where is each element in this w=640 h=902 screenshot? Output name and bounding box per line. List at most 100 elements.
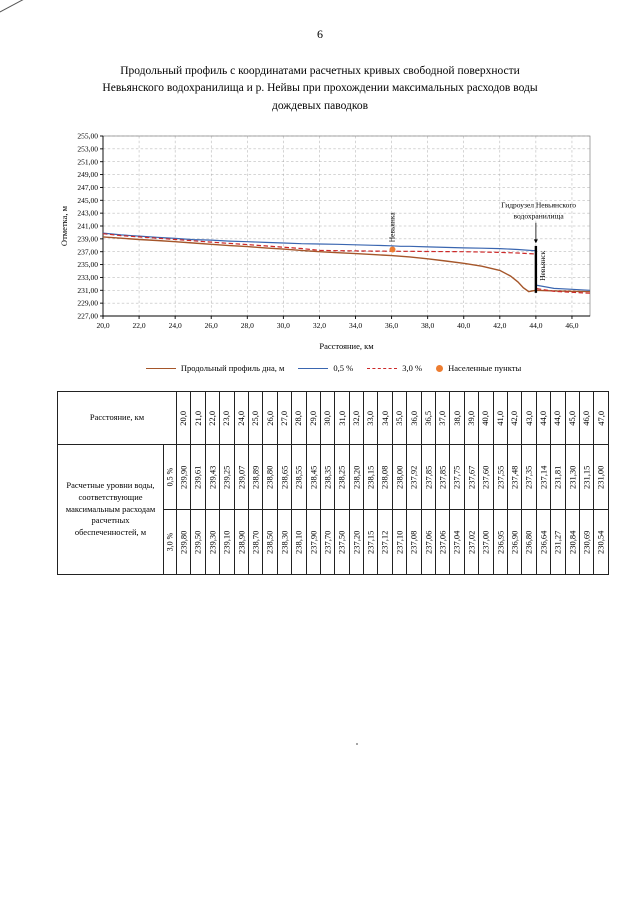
level-05-cell-text: 238,25	[336, 465, 347, 489]
distance-cell: 34,0	[377, 391, 393, 445]
distance-cell-text: 42,0	[509, 410, 520, 426]
distance-cell-text: 31,0	[336, 410, 347, 426]
level-30-cell: 230,54	[593, 509, 609, 575]
distance-cell-text: 20,0	[178, 410, 189, 426]
scan-speck	[356, 743, 358, 745]
level-30-cell: 237,02	[463, 509, 480, 575]
level-05-cell: 237,14	[535, 444, 552, 510]
level-05-cell: 231,30	[564, 444, 580, 510]
level-05-cell-text: 238,20	[351, 465, 362, 489]
level-05-cell-text: 238,80	[264, 465, 275, 489]
probability-05-label-text: 0,5 %	[165, 467, 175, 487]
level-30-cell-text: 239,30	[207, 530, 218, 554]
x-tick-label: 22,0	[133, 321, 146, 330]
legend-item: 0,5 %	[298, 363, 353, 373]
level-30-cell: 237,12	[377, 509, 393, 575]
level-30-cell-text: 236,95	[495, 530, 506, 554]
level-30-cell: 239,80	[175, 509, 192, 575]
distance-cell: 36,0	[406, 391, 422, 445]
level-05-cell-text: 238,00	[394, 465, 405, 489]
level-05-cell-text: 237,55	[495, 465, 506, 489]
distance-cell-text: 34,0	[379, 410, 390, 426]
y-tick-label: 239,00	[77, 234, 98, 243]
distance-cell: 33,0	[363, 391, 379, 445]
y-tick-label: 233,00	[77, 273, 98, 282]
distance-cell-text: 22,0	[207, 410, 218, 426]
level-05-cell: 237,60	[478, 444, 494, 510]
level-30-cell-text: 236,64	[538, 530, 549, 554]
level-30-cell: 236,90	[506, 509, 523, 575]
level-05-cell-text: 237,85	[437, 465, 448, 489]
level-05-cell: 238,20	[348, 444, 365, 510]
level-30-cell-text: 239,50	[192, 530, 203, 554]
distance-cell: 42,0	[506, 391, 523, 445]
level-05-cell-text: 239,25	[221, 465, 232, 489]
distance-cell-text: 24,0	[236, 410, 247, 426]
level-05-cell: 231,00	[593, 444, 609, 510]
legend-item: 3,0 %	[367, 363, 422, 373]
x-tick-label: 38,0	[421, 321, 434, 330]
level-30-cell: 237,90	[305, 509, 321, 575]
level-05-cell: 238,89	[247, 444, 264, 510]
distance-cell-text: 41,0	[495, 410, 506, 426]
page-number: 6	[317, 27, 323, 41]
distance-cell-text: 37,0	[437, 410, 448, 426]
level-05-cell: 238,08	[377, 444, 393, 510]
distance-cell-text: 45,0	[567, 410, 577, 426]
annotation-gidrouzel: Гидроузел Невьянского	[501, 200, 576, 209]
coordinates-table: Расстояние, км 20,0 21,0 22,0 23,0 24,0 25,0 26…	[57, 391, 609, 575]
distance-cell-text: 40,0	[480, 410, 491, 426]
level-05-cell-text: 238,15	[365, 465, 376, 489]
level-30-cell: 239,30	[204, 509, 221, 575]
y-axis-title: Отметка, м	[59, 205, 69, 246]
level-05-cell: 237,67	[463, 444, 480, 510]
level-05-cell: 238,25	[334, 444, 350, 510]
level-30-cell-text: 236,90	[509, 530, 520, 554]
level-30-cell: 237,50	[334, 509, 350, 575]
level-30-cell: 237,04	[449, 509, 465, 575]
y-tick-label: 253,00	[77, 144, 98, 153]
level-30-cell: 237,10	[391, 509, 408, 575]
annotation-gidrouzel: водохранилища	[514, 211, 565, 220]
level-30-cell: 239,50	[190, 509, 206, 575]
level-05-cell-text: 231,15	[581, 465, 592, 489]
level-30-cell-text: 237,15	[365, 530, 376, 554]
level-05-cell-text: 239,43	[207, 465, 218, 489]
document-title-line: дождевых паводков	[271, 99, 369, 112]
distance-cell: 25,0	[247, 391, 264, 445]
level-05-cell: 237,35	[521, 444, 537, 510]
distance-cell: 28,0	[291, 391, 307, 445]
level-05-cell: 231,81	[550, 444, 566, 510]
level-05-cell-text: 231,30	[567, 465, 577, 489]
level-05-cell: 239,61	[190, 444, 206, 510]
level-05-cell-text: 237,35	[523, 465, 534, 489]
y-tick-label: 245,00	[77, 196, 98, 205]
level-30-cell-text: 230,69	[581, 530, 592, 554]
distance-cell: 39,0	[463, 391, 480, 445]
level-05-cell-text: 231,00	[595, 465, 606, 489]
x-tick-label: 24,0	[169, 321, 182, 330]
distance-cell-text: 44,0	[538, 410, 549, 426]
y-tick-label: 237,00	[77, 247, 98, 256]
level-05-cell: 238,45	[305, 444, 321, 510]
distance-cell-text: 28,0	[293, 410, 304, 426]
distance-cell-text: 23,0	[221, 410, 232, 426]
level-30-cell-text: 236,80	[523, 530, 534, 554]
legend-item: Продольный профиль дна, м	[145, 363, 284, 373]
level-30-cell-text: 238,30	[279, 530, 290, 554]
x-axis-title: Расстояние, км	[319, 341, 374, 351]
distance-cell: 29,0	[305, 391, 321, 445]
distance-cell: 46,0	[578, 391, 595, 445]
level-30-cell: 238,30	[276, 509, 293, 575]
legend-label: 3,0 %	[402, 363, 423, 373]
level-05-cell: 239,07	[233, 444, 249, 510]
level-05-cell: 237,85	[435, 444, 451, 510]
level-05-cell-text: 238,45	[307, 465, 318, 489]
x-tick-label: 46,0	[565, 321, 578, 330]
page-corner-fold	[0, 0, 26, 14]
level-30-cell: 237,20	[348, 509, 365, 575]
legend-label: 0,5 %	[333, 363, 354, 373]
level-05-cell: 238,65	[276, 444, 293, 510]
y-tick-label: 255,00	[77, 132, 98, 141]
